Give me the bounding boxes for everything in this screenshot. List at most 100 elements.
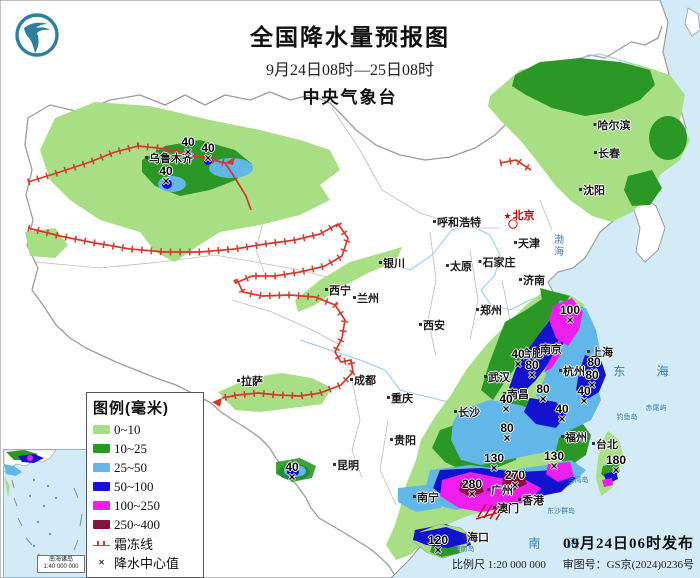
precip-center-value: 40 × <box>159 165 172 188</box>
scale-and-approval: 比例尺 1:20 000 000 审图号：GS京(2024)0236号 <box>452 556 694 572</box>
inset-map <box>4 450 83 566</box>
precip-center-value: 270 × <box>505 469 525 492</box>
city-dot-icon <box>536 347 539 350</box>
legend-swatch <box>93 501 110 510</box>
city-dot-icon <box>493 506 496 509</box>
storm-hatch-symbol <box>475 503 507 521</box>
city-dot-icon <box>517 351 520 354</box>
city-label: 广州 <box>487 482 513 498</box>
legend-item-frost-line: 霜冻线 <box>93 534 197 553</box>
publish-time: 09月24日06时发布 <box>562 536 694 552</box>
city-label: 西宁 <box>325 282 351 298</box>
precip-center-value: 100 × <box>559 303 581 327</box>
capital-star-icon: ★ <box>503 211 512 221</box>
precip-center-x-icon: × <box>204 151 212 165</box>
city-label: 石家庄 <box>478 254 516 270</box>
precip-center-x-icon: × <box>566 313 574 327</box>
legend-item: 10~25 <box>93 439 197 458</box>
city-label: 澳门 <box>493 500 519 516</box>
precip-value: 80 <box>525 358 539 372</box>
city-label: 上海 <box>587 344 613 360</box>
city-dot-icon <box>579 188 582 191</box>
precip-value: 40 <box>577 384 591 398</box>
precip-center-x-icon: × <box>468 487 476 501</box>
legend-swatch <box>93 463 110 472</box>
islet <box>684 7 700 37</box>
sea-label: 南 海 <box>528 536 592 551</box>
frost-line-icon <box>93 539 110 549</box>
legend-label: 250~400 <box>114 516 161 532</box>
sea-label: 东沙群岛 <box>547 508 575 515</box>
city-label: 贵阳 <box>390 432 416 448</box>
precip-value: 40 <box>285 460 299 474</box>
city-label: 南京 <box>536 341 562 357</box>
legend-label: 100~250 <box>114 497 161 513</box>
legend-title: 图例(毫米) <box>93 400 169 417</box>
city-label: 天津 <box>514 235 540 251</box>
precip-center-value: 80 × <box>587 356 600 379</box>
legend-item: 100~250 <box>93 496 197 515</box>
precip-center-x-icon: × <box>162 174 170 188</box>
precip-center-value: 180 × <box>606 454 626 476</box>
precip-value: 80 <box>536 382 550 396</box>
city-dot-icon <box>419 323 422 326</box>
sea-label: 赤尾屿 <box>645 405 667 412</box>
precip-center-value: 40 × <box>511 347 525 371</box>
city-dot-icon <box>514 241 517 244</box>
legend-swatch <box>93 444 110 453</box>
city-dot-icon <box>387 396 390 399</box>
city-dot-icon <box>350 378 353 381</box>
precip-value: 40 <box>201 141 215 155</box>
capital-symbol <box>508 219 518 229</box>
precip-value: 40 <box>555 402 569 416</box>
legend-label: 降水中心值 <box>114 556 180 571</box>
legend-item: 0~10 <box>93 420 197 439</box>
map-scale: 比例尺 1:20 000 000 <box>452 559 546 571</box>
city-label: 杭州 <box>559 363 585 379</box>
city-label: 成都 <box>350 372 376 388</box>
precip-center-value: 80 × <box>536 382 550 405</box>
precip-value: 130 <box>483 451 505 465</box>
city-label: 合肥 <box>517 345 543 361</box>
city-dot-icon <box>379 261 382 264</box>
legend-panel: 图例(毫米) 0~10 10~25 25~50 50~100 100~250 2… <box>86 392 204 578</box>
sea-label: 海南岛 <box>453 546 475 553</box>
inset-caption-line1: 南海诸岛 <box>48 557 73 563</box>
precip-center-x-icon: × <box>550 459 558 473</box>
legend-item: 25~50 <box>93 458 197 477</box>
precip-center-x-icon: × <box>590 365 598 379</box>
precip-center-icon: × <box>98 555 105 569</box>
precip-center-x-icon: × <box>511 478 519 492</box>
precip-value: 80 <box>500 421 514 435</box>
city-dot-icon <box>446 264 449 267</box>
city-dot-icon <box>561 435 564 438</box>
precip-center-x-icon: × <box>528 368 536 382</box>
city-dot-icon <box>593 123 597 126</box>
precip-center-x-icon: × <box>558 412 566 426</box>
precip-center-value: 80 × <box>585 369 598 391</box>
precip-center-x-icon: × <box>184 145 192 159</box>
precip-value: 40 <box>499 392 513 406</box>
city-label: 沈阳 <box>579 182 605 198</box>
city-label: 长沙 <box>454 404 480 420</box>
city-dot-icon <box>433 220 436 223</box>
precip-center-value: 40 × <box>201 141 215 165</box>
rain-areas <box>25 58 690 560</box>
city-label: 昆明 <box>333 457 359 473</box>
city-dot-icon <box>145 156 148 159</box>
precip-center-value: 130 × <box>544 450 564 473</box>
city-label: 香港 <box>518 492 544 508</box>
sea-label: 渤海 <box>551 234 563 258</box>
legend-swatch <box>93 482 110 491</box>
precip-value: 40 <box>511 347 525 361</box>
legend-label: 0~10 <box>114 421 141 437</box>
sea-label: 钓鱼岛 <box>616 414 638 421</box>
precip-center-x-icon: × <box>514 357 522 371</box>
precip-value: 100 <box>559 303 581 317</box>
city-dot-icon <box>237 379 240 382</box>
precip-center-x-icon: × <box>490 461 498 475</box>
legend-swatch <box>93 520 110 529</box>
city-dot-icon <box>463 535 466 538</box>
city-label: 重庆 <box>387 390 413 406</box>
